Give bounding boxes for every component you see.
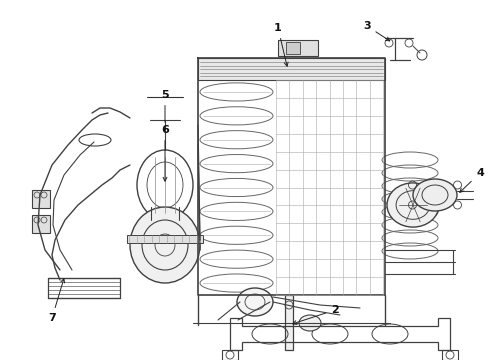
Bar <box>442 350 458 360</box>
Bar <box>198 58 385 80</box>
Bar <box>32 190 50 208</box>
Text: 2: 2 <box>293 305 339 324</box>
Ellipse shape <box>413 179 457 211</box>
Text: 1: 1 <box>274 23 288 66</box>
Bar <box>222 350 238 360</box>
Text: 6: 6 <box>161 125 169 181</box>
Ellipse shape <box>237 288 273 316</box>
Ellipse shape <box>130 207 200 283</box>
Text: 4: 4 <box>460 168 484 192</box>
Bar <box>285 295 293 350</box>
Text: 7: 7 <box>48 279 65 323</box>
Text: 5: 5 <box>161 90 169 122</box>
Ellipse shape <box>387 183 439 227</box>
Bar <box>286 42 300 54</box>
Text: 3: 3 <box>363 21 390 41</box>
Bar <box>32 215 50 233</box>
Bar <box>127 235 203 243</box>
Bar <box>278 40 318 56</box>
Ellipse shape <box>299 315 321 331</box>
